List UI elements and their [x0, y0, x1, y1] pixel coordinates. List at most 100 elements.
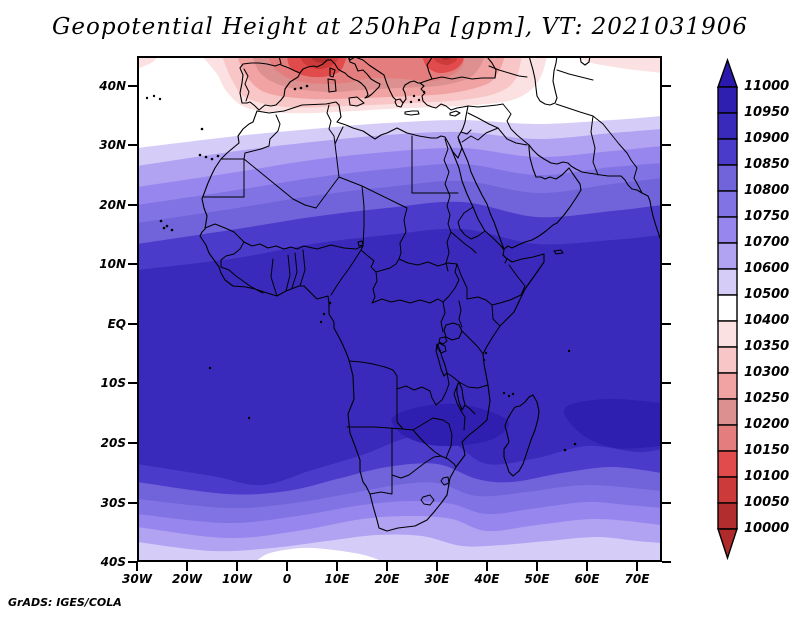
- axis-tick: [128, 144, 137, 147]
- axis-tick: [636, 562, 638, 571]
- colorbar-cell: [717, 372, 738, 400]
- contour-band: [255, 547, 384, 562]
- lake-victoria-outline: [443, 322, 463, 341]
- lake-tanganyika-outline: [435, 343, 448, 377]
- colorbar-cell: [717, 112, 738, 140]
- colorbar-cell: [717, 398, 738, 426]
- aral-sea-outline: [579, 56, 591, 66]
- lat-tick-label: 30S: [100, 495, 126, 510]
- axis-tick: [662, 382, 671, 385]
- lat-tick-label: 40N: [99, 78, 126, 93]
- map-frame: [137, 56, 662, 562]
- colorbar-cell: [717, 242, 738, 270]
- sicily-island: [348, 96, 365, 107]
- colorbar-cell: [717, 450, 738, 478]
- colorbar-tick-label: 10600: [744, 261, 790, 276]
- lon-tick-label: 30E: [424, 572, 450, 586]
- border-lesotho-eswatini: [420, 476, 450, 506]
- crete-island: [404, 110, 420, 116]
- axis-tick: [662, 501, 671, 504]
- lon-tick-label: 40E: [474, 572, 500, 586]
- contour-band: [563, 398, 662, 449]
- colorbar-cell: [717, 476, 738, 504]
- colorbar: [717, 58, 738, 561]
- colorbar-cell: [717, 502, 738, 530]
- colorbar-tick-label: 10950: [744, 105, 790, 120]
- axis-tick: [662, 322, 671, 325]
- colorbar-tick-label: 10150: [744, 443, 790, 458]
- axis-tick: [128, 263, 137, 266]
- colorbar-arrow-bottom: [717, 528, 738, 561]
- axis-tick: [662, 561, 671, 564]
- cyprus-island: [449, 110, 461, 117]
- contour-band: [573, 56, 662, 73]
- colorbar-arrow-top: [717, 58, 738, 88]
- axis-tick: [128, 203, 137, 206]
- border-northwest-africa: [202, 114, 317, 209]
- colorbar-tick-label: 10300: [744, 365, 790, 380]
- border-horn-of-africa: [456, 206, 526, 327]
- colorbar-cell: [717, 268, 738, 296]
- small-islands-dots: [145, 84, 577, 452]
- lon-tick-label: 10W: [222, 572, 252, 586]
- axis-tick: [128, 561, 137, 564]
- contour-fill-bands: [137, 56, 662, 562]
- axis-tick: [128, 441, 137, 444]
- madagascar-coastline: [503, 394, 540, 477]
- axis-tick: [662, 84, 671, 87]
- colorbar-cell: [717, 138, 738, 166]
- colorbar-tick-label: 10050: [744, 495, 790, 510]
- border-west-africa: [204, 223, 364, 297]
- border-southern-africa: [346, 417, 457, 495]
- border-nigeria-cameroon-chad: [330, 245, 400, 304]
- socotra-island: [553, 249, 564, 255]
- axis-tick: [128, 322, 137, 325]
- iran-india-coastline: [528, 144, 662, 244]
- axis-tick: [662, 203, 671, 206]
- colorbar-cell: [717, 294, 738, 322]
- axis-tick: [136, 562, 138, 571]
- colorbar-tick-label: 10200: [744, 417, 790, 432]
- lat-tick-label: 20N: [99, 197, 126, 212]
- contour-band: [432, 56, 458, 66]
- lon-tick-label: 20E: [374, 572, 400, 586]
- colorbar-tick-label: 10100: [744, 469, 790, 484]
- colorbar-cell: [717, 86, 738, 114]
- lat-tick-label: 10N: [99, 257, 126, 272]
- lake-malawi-outline: [456, 381, 466, 411]
- nile-river: [443, 138, 477, 272]
- contour-band: [137, 56, 159, 69]
- plot-title: Geopotential Height at 250hPa [gpm], VT:…: [52, 14, 748, 40]
- colorbar-tick-label: 10750: [744, 209, 790, 224]
- border-congo-zambia-angola: [348, 360, 476, 431]
- lon-tick-label: 10E: [324, 572, 350, 586]
- border-central-africa: [371, 258, 460, 304]
- colorbar-tick-label: 10800: [744, 183, 790, 198]
- colorbar-tick-label: 11000: [744, 79, 790, 94]
- axis-tick: [662, 441, 671, 444]
- lat-tick-label: 10S: [100, 376, 126, 391]
- lon-tick-label: 20W: [172, 572, 202, 586]
- arabia-coastline: [461, 144, 582, 250]
- axis-tick: [128, 501, 137, 504]
- axis-tick: [662, 263, 671, 266]
- border-tunisia-libya-egypt: [315, 104, 459, 260]
- caspian-sea-outline: [528, 56, 558, 106]
- colorbar-cell: [717, 164, 738, 192]
- lon-tick-label: 30W: [122, 572, 152, 586]
- axis-tick: [586, 562, 588, 571]
- country-borders: [145, 64, 643, 506]
- colorbar-tick-label: 10250: [744, 391, 790, 406]
- coastlines: [199, 56, 662, 532]
- axis-tick: [186, 562, 188, 571]
- credit-text: GrADS: IGES/COLA: [8, 596, 122, 609]
- italy-coastline: [322, 56, 381, 99]
- colorbar-tick-label: 10350: [744, 339, 790, 354]
- colorbar-tick-label: 10700: [744, 235, 790, 250]
- axis-tick: [286, 562, 288, 571]
- iberia-france-coastline: [239, 56, 324, 111]
- axis-tick: [386, 562, 388, 571]
- lat-tick-label: 20S: [100, 435, 126, 450]
- africa-coastline: [199, 101, 545, 532]
